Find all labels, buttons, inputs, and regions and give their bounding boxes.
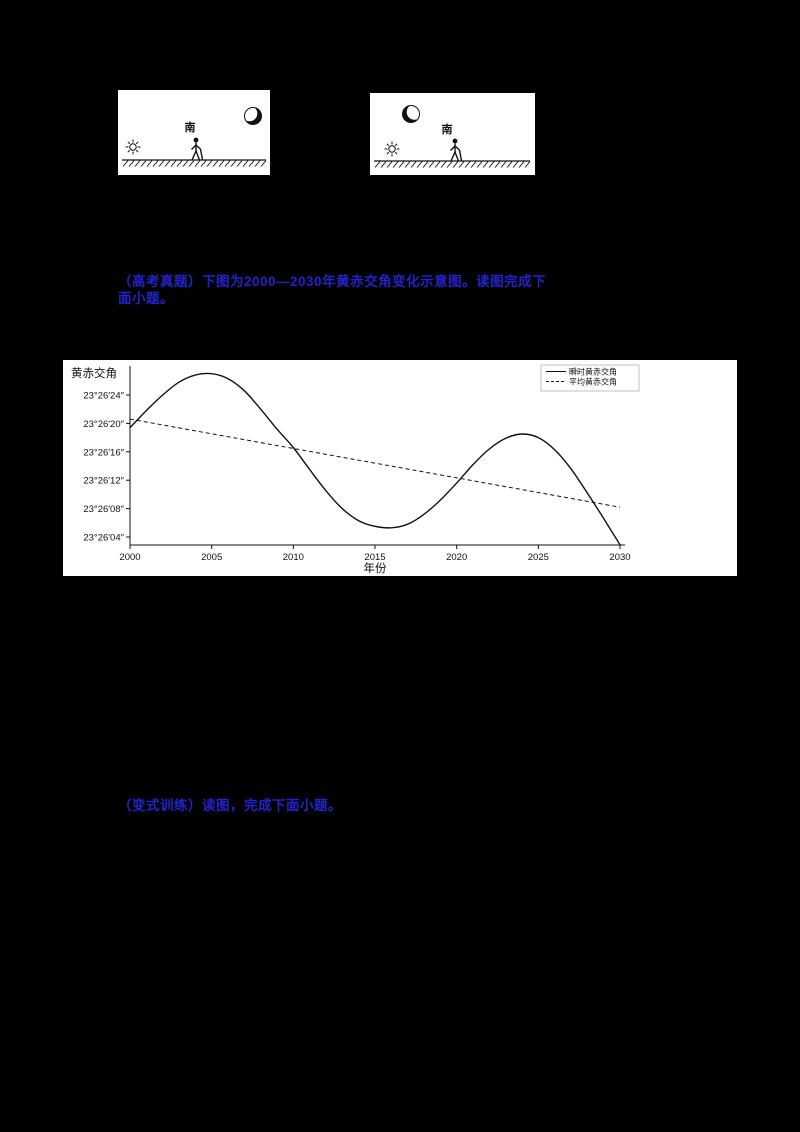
hatch-mark — [254, 160, 261, 167]
hatch-mark — [386, 161, 393, 168]
hatch-mark — [152, 160, 159, 167]
hatch-mark — [206, 160, 213, 167]
hatch-mark — [248, 160, 255, 167]
hatch-mark — [182, 160, 189, 167]
question-intro-2: （变式训练）读图，完成下面小题。 — [118, 798, 342, 813]
hatch-mark — [200, 160, 207, 167]
hatch-mark — [440, 161, 447, 168]
person-figure — [450, 138, 463, 162]
y-axis-title: 黄赤交角 — [71, 366, 117, 380]
x-tick-label: 2025 — [528, 552, 549, 563]
legend-box — [540, 364, 640, 392]
y-tick-label: 23°26′16″ — [83, 447, 124, 458]
hatch-mark — [170, 160, 177, 167]
hatch-mark — [146, 160, 153, 167]
hatch-mark — [464, 161, 471, 168]
ground-line — [122, 159, 267, 167]
hatch-mark — [488, 161, 495, 168]
observation-diagram-left-svg: 南 — [122, 105, 267, 167]
y-tick-label: 23°26′20″ — [83, 419, 124, 430]
south-label: 南 — [442, 122, 453, 136]
observation-diagram-left: 南 — [118, 90, 270, 175]
hatch-mark — [128, 160, 135, 167]
hatch-mark — [158, 160, 165, 167]
obliquity-chart-panel: 黄赤交角年份 23°26′24″ 23°26′20″ 23°26′16″ 23°26′1… — [63, 360, 737, 576]
hatch-mark — [224, 160, 231, 167]
question-intro-1: （高考真题）下图为2000—2030年黄赤交角变化示意图。读图完成下面小题。 — [118, 274, 547, 306]
hatch-mark — [230, 160, 237, 167]
hatch-mark — [506, 161, 513, 168]
y-tick-label: 23°26′24″ — [83, 391, 124, 402]
hatch-mark — [236, 160, 243, 167]
ground-hatch — [122, 160, 267, 167]
sun-icon — [384, 141, 400, 157]
hatch-mark — [164, 160, 171, 167]
hatch-mark — [212, 160, 219, 167]
hatch-mark — [374, 161, 381, 168]
x-tick-label: 2010 — [283, 552, 304, 563]
hatch-mark — [392, 161, 399, 168]
hatch-mark — [188, 160, 195, 167]
y-tick-label: 23°26′12″ — [83, 476, 124, 487]
hatch-mark — [500, 161, 507, 168]
hatch-mark — [410, 161, 417, 168]
hatch-mark — [260, 160, 267, 167]
hatch-mark — [524, 161, 531, 168]
hatch-mark — [512, 161, 519, 168]
hatch-mark — [452, 161, 459, 168]
x-tick-label: 2000 — [119, 552, 140, 563]
mean-obliquity-line — [129, 418, 621, 508]
observation-diagram-right-svg: 南 — [374, 104, 531, 168]
hatch-mark — [242, 160, 249, 167]
y-tick-label: 23°26′08″ — [83, 504, 124, 515]
hatch-mark — [434, 161, 441, 168]
hatch-mark — [518, 161, 525, 168]
hatch-mark — [494, 161, 501, 168]
hatch-mark — [446, 161, 453, 168]
legend-label: 平均黄赤交角 — [569, 377, 617, 387]
hatch-mark — [176, 160, 183, 167]
waning-crescent-moon-icon — [241, 105, 262, 125]
x-tick-label: 2030 — [609, 552, 630, 563]
instant-obliquity-curve — [129, 372, 621, 546]
hatch-mark — [428, 161, 435, 168]
hatch-mark — [404, 161, 411, 168]
hatch-mark — [416, 161, 423, 168]
observation-diagram-right: 南 — [370, 93, 535, 175]
hatch-mark — [422, 161, 429, 168]
legend-label: 瞬时黄赤交角 — [569, 367, 617, 377]
person-figure — [191, 137, 204, 161]
hatch-mark — [476, 161, 483, 168]
hatch-mark — [122, 160, 129, 167]
south-label: 南 — [185, 120, 196, 134]
ground-line — [374, 160, 531, 168]
x-axis-title: 年份 — [364, 561, 387, 575]
sun-icon — [125, 139, 141, 155]
hatch-mark — [398, 161, 405, 168]
hatch-mark — [380, 161, 387, 168]
y-tick-label: 23°26′04″ — [83, 533, 124, 544]
waxing-crescent-moon-icon — [402, 104, 423, 123]
x-tick-label: 2020 — [446, 552, 467, 563]
hatch-mark — [134, 160, 141, 167]
x-tick-label: 2015 — [364, 552, 385, 563]
hatch-mark — [140, 160, 147, 167]
hatch-mark — [458, 161, 465, 168]
hatch-mark — [470, 161, 477, 168]
ground-hatch — [374, 161, 531, 168]
x-tick-label: 2005 — [201, 552, 222, 563]
hatch-mark — [194, 160, 201, 167]
hatch-mark — [218, 160, 225, 167]
hatch-mark — [482, 161, 489, 168]
